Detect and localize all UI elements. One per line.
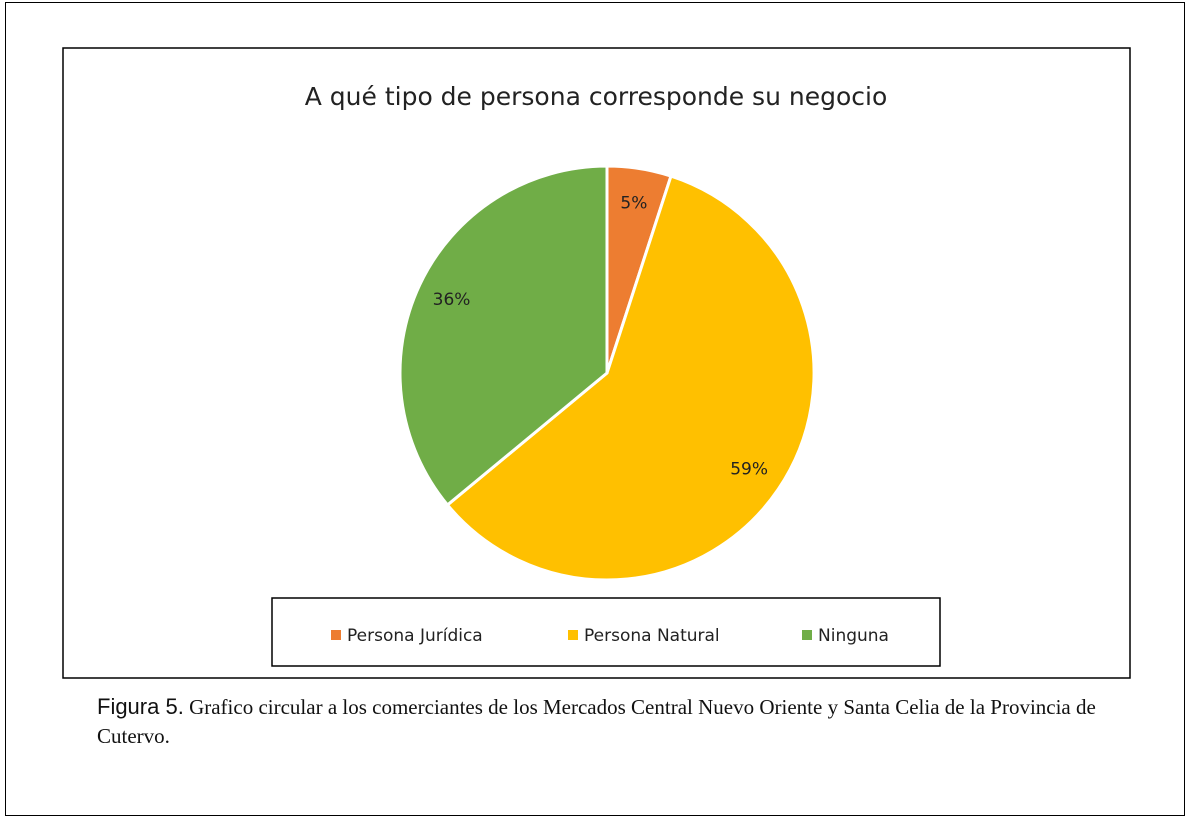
data-label: 36% xyxy=(433,290,471,310)
legend-label: Persona Natural xyxy=(584,626,720,646)
data-label: 5% xyxy=(620,193,647,213)
caption-text: Grafico circular a los comerciantes de l… xyxy=(97,695,1096,748)
caption: Figura 5. Grafico circular a los comerci… xyxy=(97,692,1097,751)
caption-label: Figura 5. xyxy=(97,694,184,719)
legend-label: Ninguna xyxy=(818,626,889,646)
chart: A qué tipo de persona corresponde su neg… xyxy=(62,47,1131,679)
legend-swatch xyxy=(802,630,812,640)
legend-frame xyxy=(271,597,941,667)
page-frame xyxy=(5,2,1185,816)
pie-slice xyxy=(445,174,816,582)
legend-swatch xyxy=(568,630,578,640)
chart-title: A qué tipo de persona corresponde su neg… xyxy=(305,82,888,111)
legend-swatch xyxy=(331,630,341,640)
pie-slice xyxy=(398,164,609,508)
legend-label: Persona Jurídica xyxy=(347,626,483,646)
data-label: 59% xyxy=(730,460,768,480)
